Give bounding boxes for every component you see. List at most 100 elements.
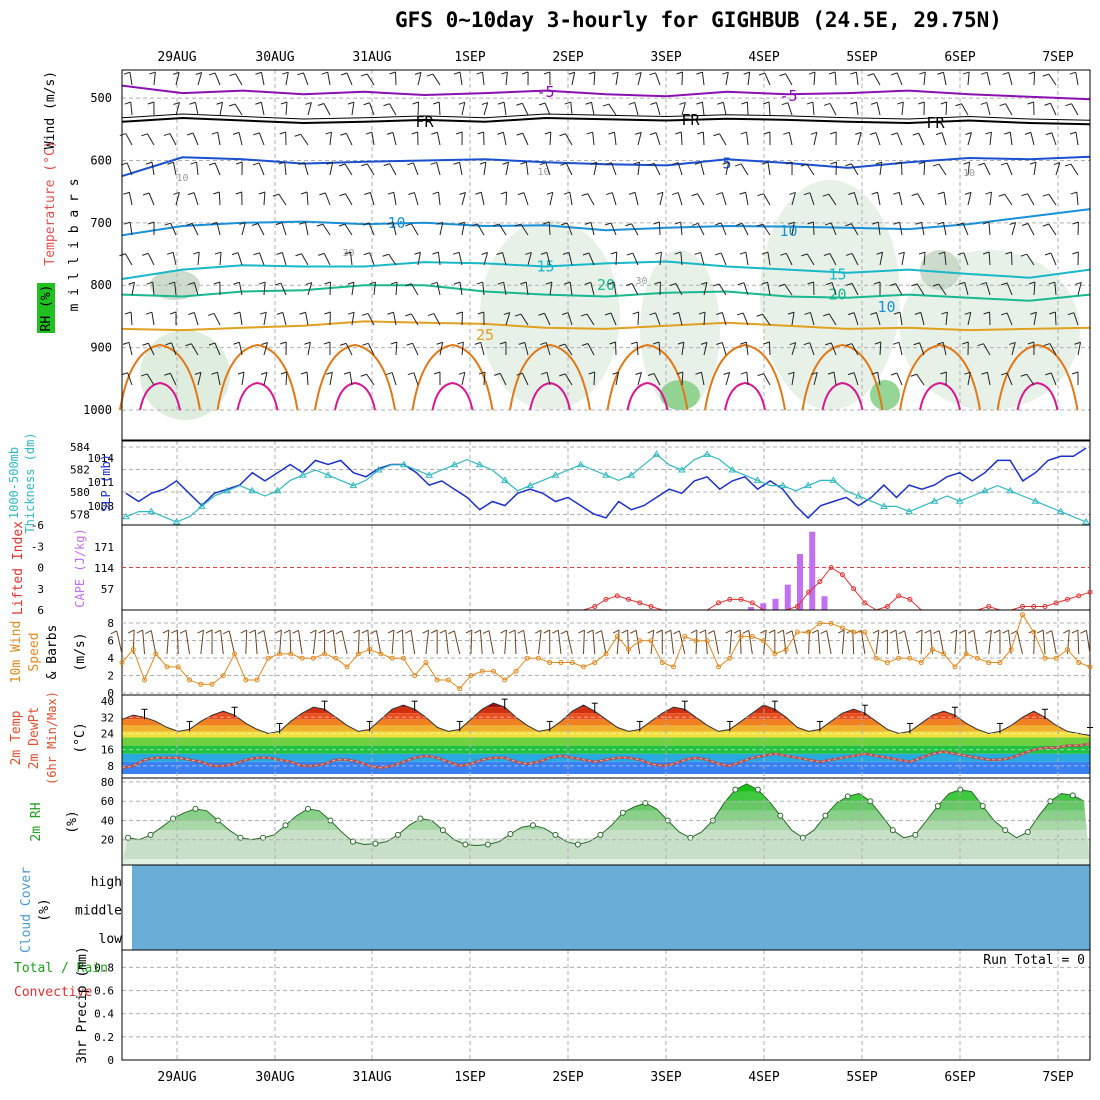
wind-barb-flag [253,252,260,256]
wind-barb-10m [791,630,798,655]
wind-barb-flag [735,163,742,167]
contour-label: -5 [779,87,797,105]
wind-barb-flag [910,373,917,377]
wind-barb [439,342,444,356]
wind-barb [281,222,287,236]
wind-barb [260,102,265,116]
wind-barb-10m [938,630,945,655]
wind-barb [366,373,375,386]
wind-speed-marker [378,651,384,657]
wind-speed-marker [851,629,857,635]
wind-barb [197,252,200,266]
wind-barb [1050,103,1057,116]
wind-barb-10m [973,630,978,655]
rh-marker [822,812,829,819]
wind-speed-marker [187,677,193,683]
wind-speed-marker [220,673,226,679]
wind-barb-flag [871,191,878,195]
wind-barb-10m-flag [482,630,490,635]
wind-barb-flag [235,191,242,195]
wind-speed-marker [513,668,519,674]
wind-barb [301,253,309,266]
wind-barb-10m [627,630,630,655]
wind-barb [412,162,419,176]
wind-speed-marker [761,638,767,644]
wind-barb [967,72,970,86]
wind-speed-marker [659,660,665,666]
rh-bands [122,783,1090,859]
wind-barb-flag [654,281,661,285]
wind-barb [278,193,287,206]
wind-barb [125,253,133,266]
wind-barb-flag [823,313,830,317]
wind-speed-marker [547,660,553,666]
wind-barb [169,373,177,386]
wind-barb [483,252,489,266]
wind-barb [895,283,903,296]
wind-barb [151,312,155,326]
wind-barb-10m-flag [768,629,776,634]
y-tick-label: 0 [107,687,114,700]
wind-barb-10m-flag [223,630,230,635]
wind-barb [129,222,133,236]
temp-band [122,761,1090,774]
wind-barb [389,163,397,176]
rh-marker [259,834,266,841]
wind-barb-flag [211,371,218,375]
wind-barb-flag [740,131,747,135]
wind-barb-flag [214,251,222,255]
thickness-marker [374,466,383,473]
y-tick-label: 0.4 [94,1008,114,1021]
wind-barb-flag [280,341,287,345]
wind-barb [503,102,507,116]
wind-barb-10m-flag [673,630,680,635]
x-tick-label-top: 6SEP [944,50,975,65]
wind-barb [436,132,441,146]
wind-speed-marker [119,660,125,666]
wind-barb-flag [847,312,855,316]
wind-barb-flag [168,281,175,285]
wind-barb [943,192,947,206]
wind-speed-marker [468,673,474,679]
x-tick-label-top: 7SEP [1042,50,1073,65]
wind-barb-flag [362,342,369,346]
wind-barb-flag [324,311,331,315]
wind-barb-flag [911,193,918,197]
wind-barb [438,192,441,206]
wind-speed-marker [873,655,879,661]
wind-barb-flag [407,162,414,166]
wind-barb-flag [516,372,523,376]
rh-marker [237,834,244,841]
wind-barb [238,342,243,356]
wind-barb-10m-flag [785,630,793,635]
contour-label: FR [415,113,434,131]
wind-barb-flag [340,72,348,76]
wind-barb [280,282,287,296]
wind-barb [521,103,529,116]
wind-barb-10m-flag [595,630,602,635]
wind-barb-flag [1028,281,1036,285]
wind-barb-flag [822,193,829,197]
contour-label: 30 [342,248,354,259]
x-tick-label-top: 30AUG [255,50,294,65]
wind-barb-flag [361,73,368,77]
wind-barb-flag [146,281,153,285]
wind-barb-flag [715,222,722,226]
wind-barb-flag [475,191,482,195]
wind-barb [678,312,683,326]
thickness-marker [1082,518,1090,525]
thickness-marker [147,507,156,515]
wind-barb-10m-flag [629,629,637,634]
wind-barb-flag [980,282,987,286]
wind-barb-flag [847,372,855,376]
wind-barb-flag [872,221,879,225]
wind-barb-flag [477,131,484,135]
wind-barb-10m-flag [534,629,542,634]
wind-barb-flag [365,131,373,135]
wind-barb-10m-flag [915,629,923,634]
wind-barb-flag [1044,102,1051,106]
wind-speed-marker [603,651,609,657]
wind-barb-10m [142,630,146,655]
wind-barb-flag [607,281,615,285]
y-tick-label: 0.6 [94,985,114,998]
